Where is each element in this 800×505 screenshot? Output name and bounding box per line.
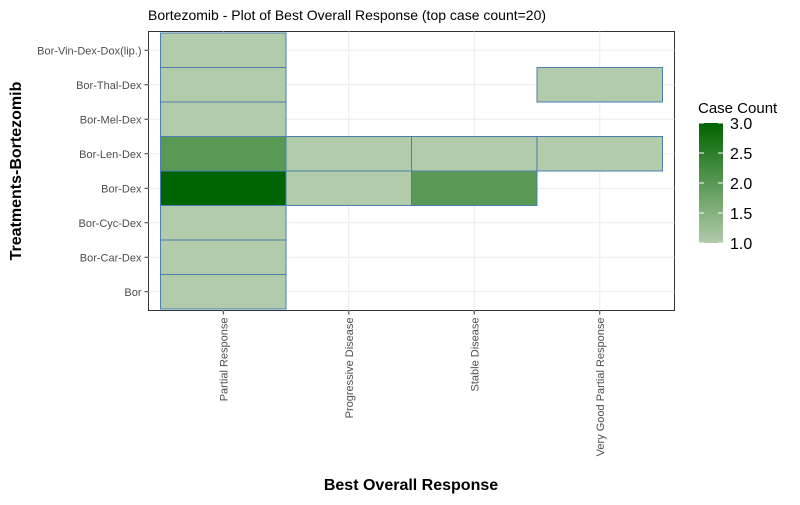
heatmap-cell xyxy=(285,170,412,206)
y-tick-label: Bor-Vin-Dex-Dox(lip.) xyxy=(37,45,141,57)
legend-title: Case Count xyxy=(698,100,778,117)
heatmap-cell xyxy=(411,136,538,172)
x-tick-label: Very Good Partial Response xyxy=(595,318,607,457)
heatmap-cell xyxy=(160,67,287,103)
legend-tick-label: 2.0 xyxy=(730,176,752,193)
y-tick-label: Bor-Thal-Dex xyxy=(76,80,142,92)
x-axis-title: Best Overall Response xyxy=(324,477,498,494)
y-tick-label: Bor xyxy=(124,287,141,299)
x-axis-ticks: Partial Response Progressive Disease Stabl… xyxy=(218,310,607,457)
legend-tick-label: 3.0 xyxy=(730,116,752,133)
heatmap-cell xyxy=(160,274,287,310)
heatmap-cell xyxy=(160,32,287,68)
heatmap-cell xyxy=(536,67,663,103)
heatmap-cell xyxy=(160,101,287,137)
heatmap-cells xyxy=(160,32,663,310)
legend-ticks: 1.0 1.5 2.0 2.5 3.0 xyxy=(699,116,752,253)
y-tick-label: Bor-Len-Dex xyxy=(79,149,142,161)
heatmap-cell xyxy=(160,205,287,241)
x-tick-label: Stable Disease xyxy=(469,318,481,392)
y-tick-label: Bor-Car-Dex xyxy=(80,252,142,264)
chart-title: Bortezomib - Plot of Best Overall Respon… xyxy=(148,7,546,23)
y-tick-label: Bor-Dex xyxy=(101,183,142,195)
heatmap-cell xyxy=(160,136,287,172)
heatmap-cell xyxy=(411,170,538,206)
legend-tick-label: 2.5 xyxy=(730,146,752,163)
y-tick-label: Bor-Mel-Dex xyxy=(80,114,142,126)
heatmap-cell xyxy=(536,136,663,172)
y-axis-title: Treatments-Bortezomib xyxy=(8,81,25,260)
y-tick-label: Bor-Cyc-Dex xyxy=(79,218,142,230)
heatmap-cell xyxy=(285,136,412,172)
x-tick-label: Partial Response xyxy=(218,318,230,402)
x-tick-label: Progressive Disease xyxy=(344,318,356,419)
heatmap-cell xyxy=(160,170,287,206)
color-legend: Case Count 1.0 1.5 2.0 2.5 3.0 xyxy=(698,100,778,253)
legend-tick-label: 1.0 xyxy=(730,236,752,253)
y-axis-ticks: Bor Bor-Car-Dex Bor-Cyc-Dex Bor-Dex Bor-Len-… xyxy=(37,45,149,299)
heatmap-cell xyxy=(160,239,287,275)
legend-tick-label: 1.5 xyxy=(730,206,752,223)
